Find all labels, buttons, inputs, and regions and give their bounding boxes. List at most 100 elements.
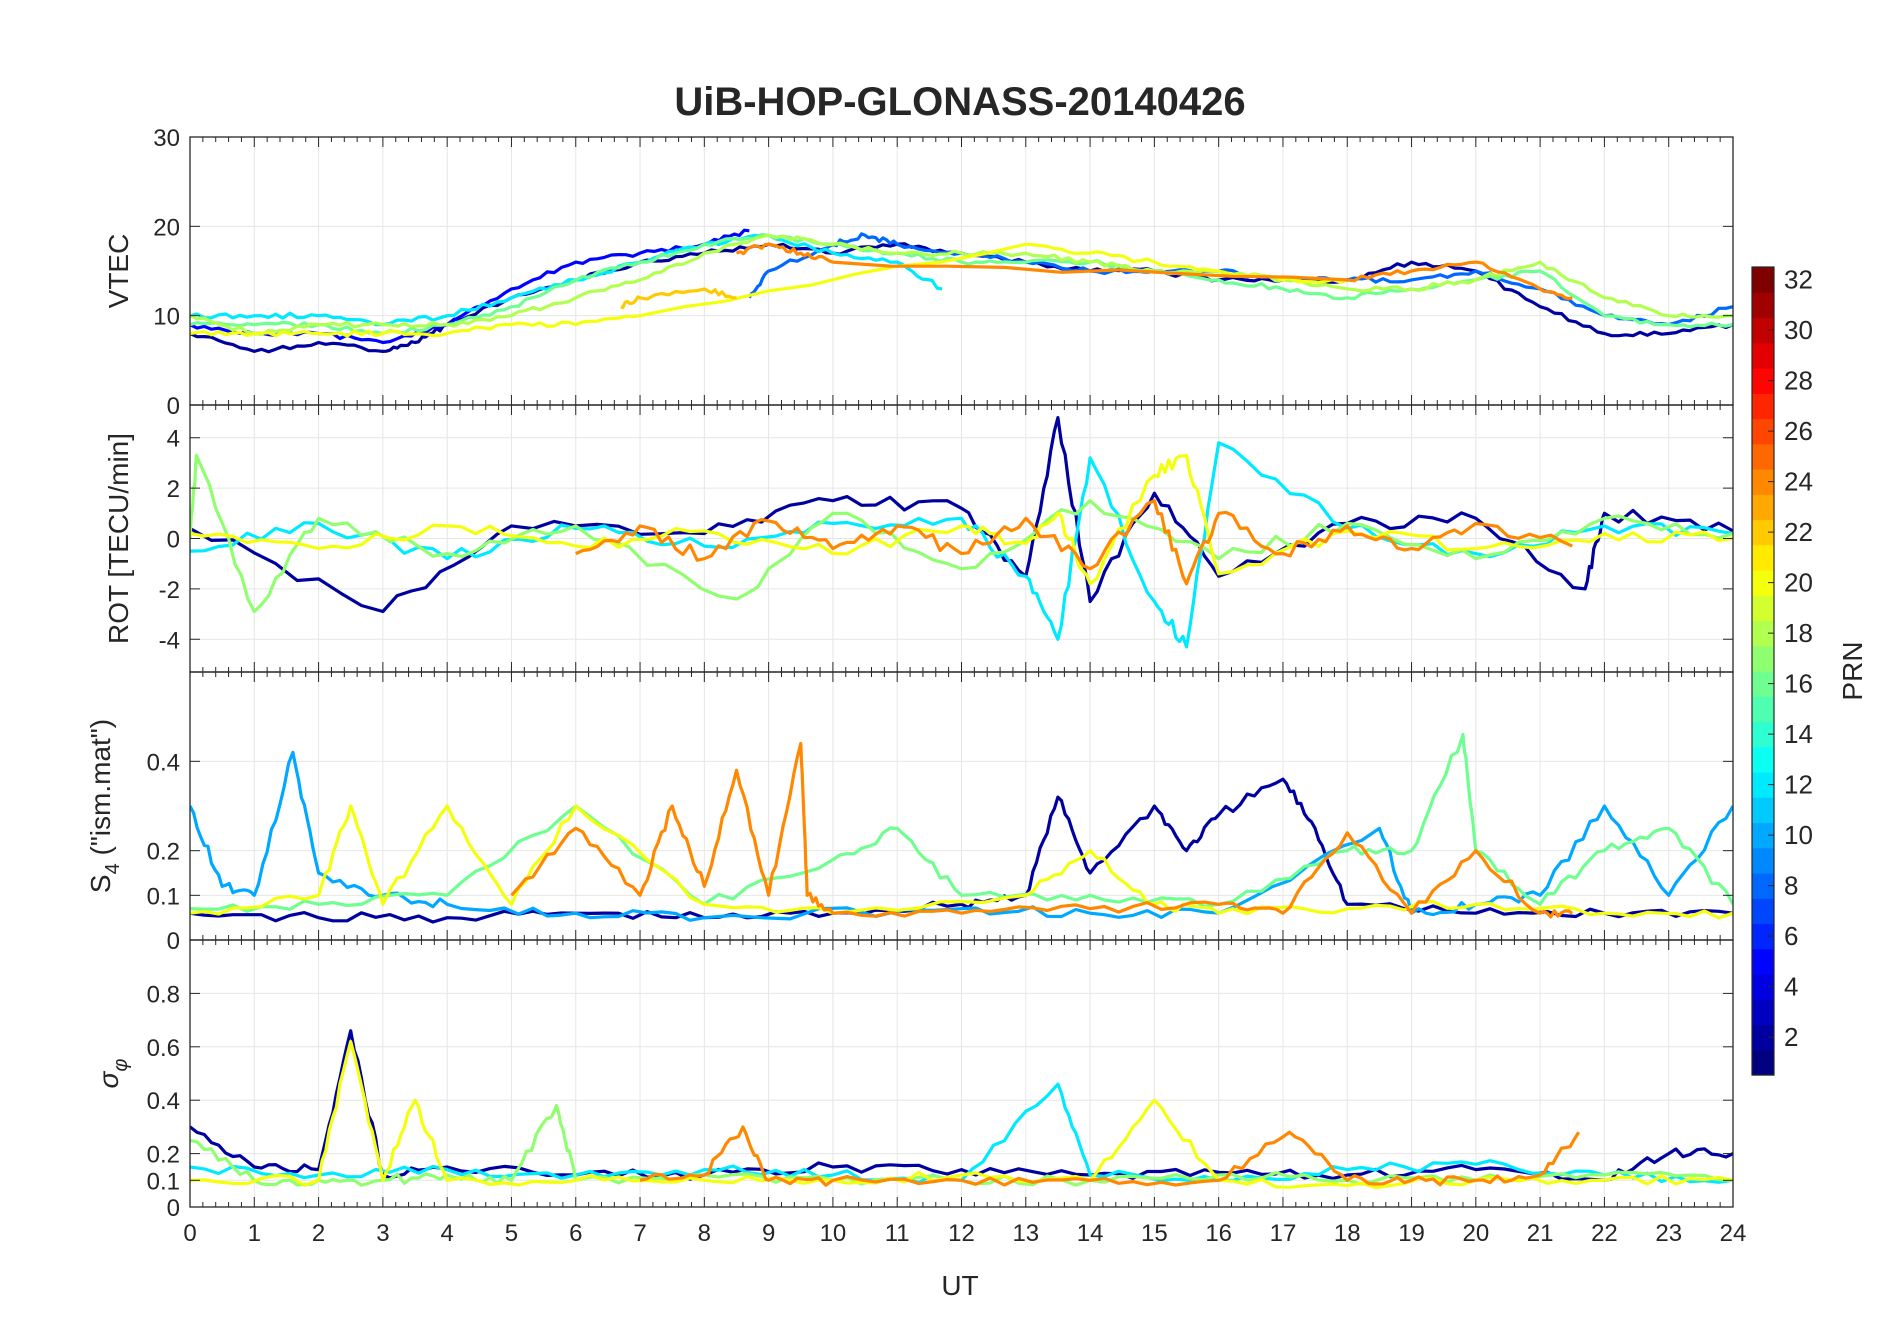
series-group	[190, 416, 1733, 649]
series-line-prn-18	[190, 233, 1733, 336]
series-line-prn-24	[575, 499, 1573, 586]
colorbar-tick-label: 14	[1784, 719, 1813, 749]
series-line-prn-22	[620, 287, 737, 310]
x-tick-label: 19	[1398, 1220, 1425, 1247]
x-tick-label: 14	[1077, 1220, 1104, 1247]
y-tick-label: 0	[167, 1195, 180, 1222]
x-tick-label: 9	[762, 1220, 775, 1247]
colorbar-swatch	[1752, 822, 1774, 849]
y-axis-label-base: σ	[93, 1070, 124, 1088]
x-tick-label: 18	[1334, 1220, 1361, 1247]
colorbar-swatch	[1752, 847, 1774, 874]
colorbar-tick-label: 24	[1784, 467, 1813, 497]
y-axis-label: VTEC	[103, 234, 134, 309]
x-tick-label: 21	[1527, 1220, 1554, 1247]
panel-vtec: 0 10 20 30 VTEC	[103, 125, 1734, 420]
series-line-prn-16	[190, 732, 1733, 914]
colorbar-swatch	[1752, 873, 1774, 899]
colorbar-tick-label: 18	[1784, 618, 1813, 648]
series-group	[190, 228, 1733, 354]
x-tick-label: 15	[1141, 1220, 1168, 1247]
series-line-prn-24	[510, 741, 1574, 919]
colorbar-tick-label: 26	[1784, 416, 1813, 446]
x-tick-label: 5	[505, 1220, 518, 1247]
colorbar-swatch	[1752, 974, 1774, 1000]
y-tick-label: 0.2	[147, 1142, 180, 1169]
colorbar-swatch	[1752, 721, 1774, 748]
colorbar-tick-label: 4	[1784, 972, 1798, 1002]
y-tick-label: 2	[167, 476, 180, 503]
x-tick-label: 3	[376, 1220, 389, 1247]
colorbar-tick-label: 12	[1784, 770, 1813, 800]
colorbar-swatch	[1752, 494, 1774, 521]
series-line-prn-17	[190, 453, 1733, 614]
colorbar-swatch	[1752, 620, 1774, 647]
y-axis-label: σφ	[93, 1059, 132, 1089]
y-tick-label: -2	[159, 577, 180, 604]
colorbar-tick-label: 32	[1784, 265, 1813, 295]
colorbar-swatch	[1752, 570, 1774, 596]
colorbar-tick-label: 16	[1784, 669, 1813, 699]
series-line-prn-20	[190, 242, 1348, 338]
colorbar-swatch	[1752, 645, 1774, 672]
series-line-prn-10	[190, 750, 1733, 922]
y-tick-label: 0.4	[147, 749, 180, 776]
y-tick-label: 30	[153, 125, 180, 152]
colorbar-swatch	[1752, 1049, 1774, 1076]
chart-title: UiB-HOP-GLONASS-20140426	[674, 80, 1245, 124]
colorbar-swatch	[1752, 948, 1774, 975]
y-tick-label: 0.6	[147, 1035, 180, 1062]
colorbar-swatch	[1752, 267, 1774, 293]
colorbar-swatch	[1752, 671, 1774, 697]
y-axis-label-sub: φ	[110, 1059, 132, 1072]
colorbar-swatch	[1752, 292, 1774, 319]
colorbar-swatch	[1752, 923, 1774, 950]
y-tick-label: -4	[159, 627, 180, 654]
colorbar-swatch	[1752, 519, 1774, 546]
x-axis-tick-labels: 0 1 2 3 4 5 6 7 8 9 10 11 12 13 14 15 16 17 18 19 20 21 22 23 24	[183, 1220, 1746, 1247]
colorbar-tick-label: 6	[1784, 921, 1798, 951]
x-tick-label: 16	[1205, 1220, 1232, 1247]
x-tick-label: 6	[569, 1220, 582, 1247]
x-tick-label: 2	[312, 1220, 325, 1247]
series-line-prn-12	[190, 1082, 1733, 1185]
colorbar-tick-label: 30	[1784, 315, 1813, 345]
x-tick-label: 24	[1720, 1220, 1747, 1247]
series-line-prn-24	[735, 242, 1573, 301]
x-tick-label: 8	[698, 1220, 711, 1247]
y-tick-label: 0.8	[147, 981, 180, 1008]
colorbar-tick-label: 28	[1784, 366, 1813, 396]
colorbar-tick-label: 20	[1784, 568, 1813, 598]
x-tick-label: 11	[885, 1220, 910, 1247]
colorbar-tick-label: 2	[1784, 1022, 1798, 1052]
x-tick-label: 17	[1270, 1220, 1297, 1247]
y-tick-label: 0.2	[147, 839, 180, 866]
panel-sigma_phi: 00.10.2 0.4 0.6 0.8 σφ	[93, 939, 1734, 1222]
series-line-prn-24	[639, 1125, 1581, 1187]
y-tick-label: 10	[153, 304, 180, 331]
x-tick-label: 0	[183, 1220, 196, 1247]
x-tick-label: 20	[1462, 1220, 1489, 1247]
colorbar-swatch	[1752, 443, 1774, 470]
colorbar-label: PRN	[1837, 641, 1868, 700]
series-group	[190, 732, 1733, 924]
x-tick-label: 22	[1591, 1220, 1618, 1247]
x-axis-label: UT	[941, 1270, 978, 1301]
colorbar-swatch	[1752, 544, 1774, 571]
colorbar-swatch	[1752, 342, 1774, 369]
colorbar-swatch	[1752, 595, 1774, 622]
y-tick-label: 0.4	[147, 1088, 180, 1115]
colorbar-swatch	[1752, 368, 1774, 394]
series-line-prn-2	[190, 416, 1733, 614]
y-tick-label: 0	[167, 527, 180, 554]
y-tick-label: 0.1	[147, 1168, 180, 1195]
colorbar-swatch	[1752, 469, 1774, 495]
y-axis-label: S4 ("ism.mat")	[85, 719, 124, 893]
colorbar-swatch	[1752, 898, 1774, 925]
y-tick-label: 4	[167, 426, 180, 453]
panel-s4: 0 0.1 0.2 0.4 S4 ("ism.mat")	[85, 671, 1734, 955]
y-tick-label: 0	[167, 928, 180, 955]
